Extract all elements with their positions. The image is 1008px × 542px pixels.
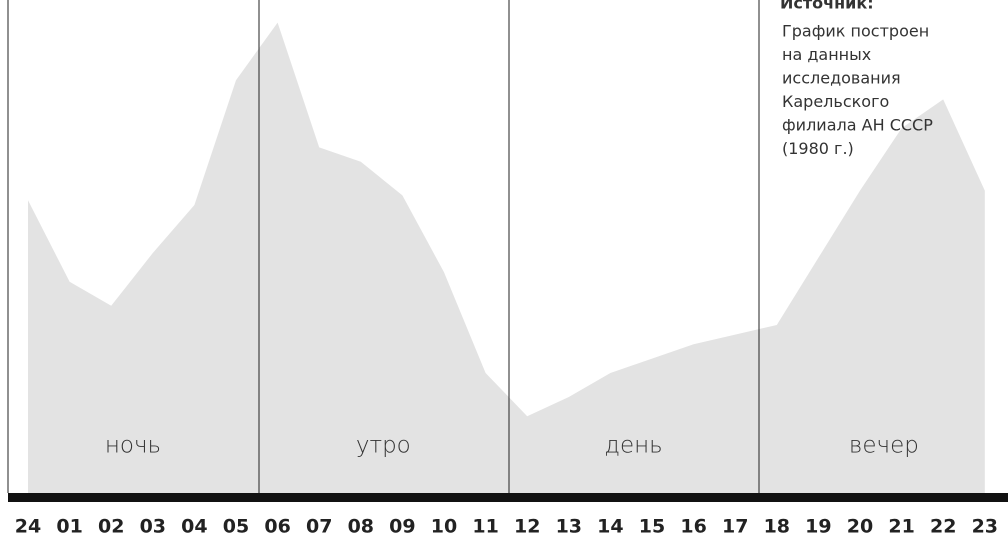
x-tick-label: 23 (972, 516, 998, 538)
x-tick-label: 19 (805, 516, 831, 538)
period-label: утро (356, 433, 411, 459)
x-tick-label: 03 (140, 516, 166, 538)
x-tick-label: 11 (472, 516, 498, 538)
period-label: вечер (849, 433, 919, 459)
period-label: ночь (105, 433, 161, 459)
source-line: (1980 г.) (782, 139, 854, 158)
x-tick-label: 17 (722, 516, 748, 538)
x-tick-label: 05 (223, 516, 249, 538)
source-title: Источник: (780, 0, 874, 13)
source-line: График построен (782, 22, 929, 41)
source-line: исследования (782, 69, 901, 88)
x-tick-label: 06 (264, 516, 290, 538)
x-tick-label: 16 (680, 516, 706, 538)
x-tick-label: 01 (56, 516, 82, 538)
x-tick-label: 15 (639, 516, 665, 538)
source-line: филиала АН СССР (782, 116, 933, 135)
x-tick-label: 21 (888, 516, 914, 538)
source-line: Карельского (782, 92, 889, 111)
x-tick-label: 14 (597, 516, 623, 538)
x-tick-label: 20 (847, 516, 873, 538)
period-label: день (604, 433, 662, 459)
x-tick-label: 22 (930, 516, 956, 538)
x-tick-label: 07 (306, 516, 332, 538)
x-tick-label: 02 (98, 516, 124, 538)
time-bar (8, 493, 1008, 502)
x-tick-label: 04 (181, 516, 207, 538)
x-tick-label: 18 (764, 516, 790, 538)
source-line: на данных (782, 45, 871, 64)
chart: ночь утро день вечер 24 01 02 03 04 05 06 07 08 09 10 1… (0, 0, 1008, 542)
x-tick-label: 08 (348, 516, 374, 538)
x-tick-label: 09 (389, 516, 415, 538)
page: ночь утро день вечер 24 01 02 03 04 05 06 07 08 09 10 1… (0, 0, 1008, 542)
x-tick-label: 10 (431, 516, 457, 538)
x-tick-label: 13 (556, 516, 582, 538)
x-tick-label: 24 (15, 516, 41, 538)
x-tick-label: 12 (514, 516, 540, 538)
